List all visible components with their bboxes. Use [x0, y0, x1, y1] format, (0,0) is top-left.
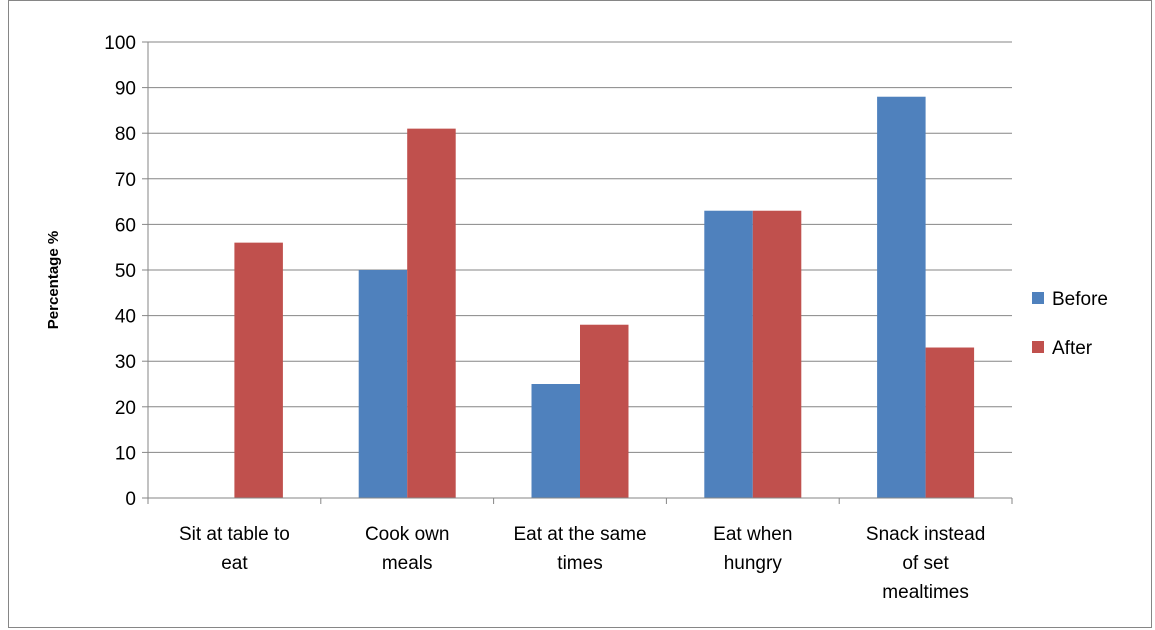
- y-tick-label: 0: [125, 489, 136, 510]
- x-category-label: Snack instead: [866, 524, 985, 545]
- y-tick-label: 10: [115, 443, 136, 464]
- legend-label-after: After: [1052, 338, 1093, 359]
- bar-after: [407, 128, 456, 498]
- chart-frame: [8, 0, 1152, 628]
- y-tick-label: 30: [115, 352, 136, 373]
- axes: [147, 42, 1013, 504]
- y-tick-labels: 0 10 20 30 40 50 60 70 80 90 100: [104, 33, 136, 510]
- y-tick-label: 40: [115, 307, 136, 328]
- x-category-label: of set: [902, 553, 949, 574]
- y-axis-label: Percentage %: [45, 231, 62, 329]
- x-category-labels: Sit at table to eat Cook own meals Eat at th…: [179, 524, 985, 603]
- x-category-label: mealtimes: [882, 582, 969, 603]
- bar-after: [580, 324, 629, 498]
- x-category-label: Eat when: [713, 524, 792, 545]
- x-category-label: Sit at table to: [179, 524, 290, 545]
- bar-before: [877, 96, 926, 498]
- y-tick-label: 100: [104, 33, 136, 54]
- legend-swatch-after: [1032, 341, 1044, 353]
- legend: Before After: [1032, 289, 1108, 359]
- y-tick-label: 70: [115, 170, 136, 191]
- y-tick-label: 80: [115, 124, 136, 145]
- x-category-label: meals: [382, 553, 433, 574]
- x-category-label: Cook own: [365, 524, 450, 545]
- y-tick-label: 20: [115, 398, 136, 419]
- y-tick-label: 90: [115, 79, 136, 100]
- gridlines: [142, 41, 1012, 499]
- legend-label-before: Before: [1052, 289, 1108, 310]
- y-tick-label: 60: [115, 215, 136, 236]
- bar-before: [358, 270, 408, 498]
- x-category-label: times: [557, 553, 602, 574]
- y-tick-label: 50: [115, 261, 136, 282]
- bars: [234, 96, 975, 498]
- bar-after: [925, 347, 975, 498]
- bar-before: [531, 384, 580, 498]
- x-category-label: eat: [221, 553, 248, 574]
- bar-after: [234, 242, 283, 498]
- x-category-label: Eat at the same: [513, 524, 646, 545]
- bar-before: [704, 210, 753, 498]
- bar-after: [752, 210, 802, 498]
- x-category-label: hungry: [724, 553, 783, 574]
- legend-swatch-before: [1032, 292, 1044, 304]
